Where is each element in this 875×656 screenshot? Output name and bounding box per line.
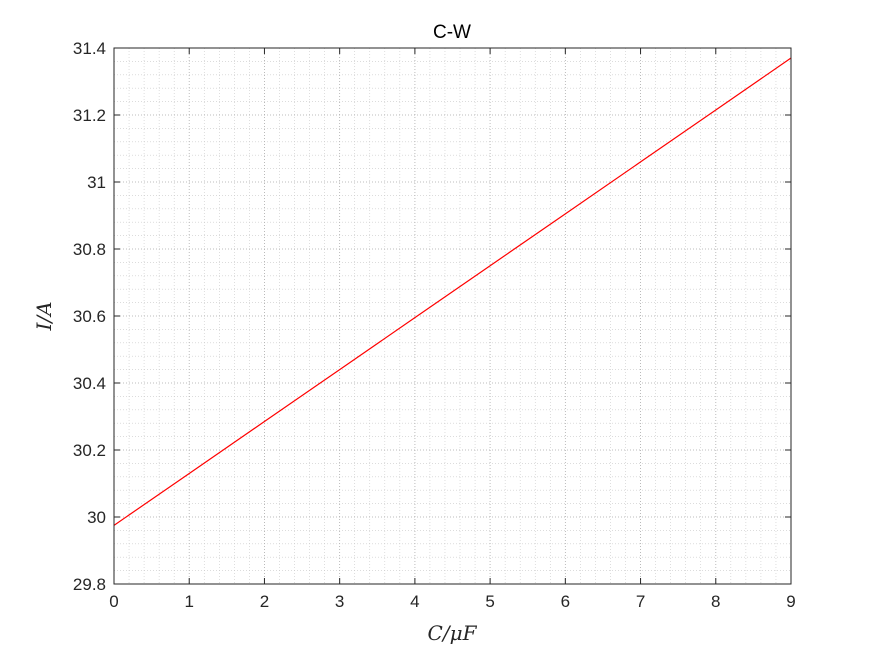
x-tick-label: 7 [636, 592, 645, 611]
x-tick-label: 1 [184, 592, 193, 611]
y-tick-labels: 29.8 30 30.2 30.4 30.6 30.8 31 31.2 31.4 [73, 39, 106, 594]
y-tick-label: 31.2 [73, 106, 106, 125]
ticks [113, 47, 792, 585]
series-layer [113, 57, 792, 526]
x-tick-label: 9 [786, 592, 795, 611]
y-tick-label: 30.8 [73, 240, 106, 259]
y-tick-label: 30.4 [73, 374, 106, 393]
chart-title: C-W [433, 22, 471, 43]
y-tick-label: 31.4 [73, 39, 106, 58]
series-line-0 [113, 57, 792, 526]
y-tick-label: 31 [87, 173, 106, 192]
y-tick-label: 29.8 [73, 575, 106, 594]
x-tick-label: 2 [260, 592, 269, 611]
x-tick-labels: 0 1 2 3 4 5 6 7 8 9 [109, 592, 795, 611]
x-tick-label: 8 [711, 592, 720, 611]
x-axis-label: C/μF [428, 621, 478, 645]
y-axis-label: I/A [32, 301, 56, 331]
x-tick-label: 0 [109, 592, 118, 611]
y-tick-label: 30.6 [73, 307, 106, 326]
x-tick-label: 5 [485, 592, 494, 611]
x-tick-label: 3 [335, 592, 344, 611]
y-tick-label: 30 [87, 508, 106, 527]
y-tick-label: 30.2 [73, 441, 106, 460]
x-tick-label: 4 [410, 592, 419, 611]
x-tick-label: 6 [561, 592, 570, 611]
